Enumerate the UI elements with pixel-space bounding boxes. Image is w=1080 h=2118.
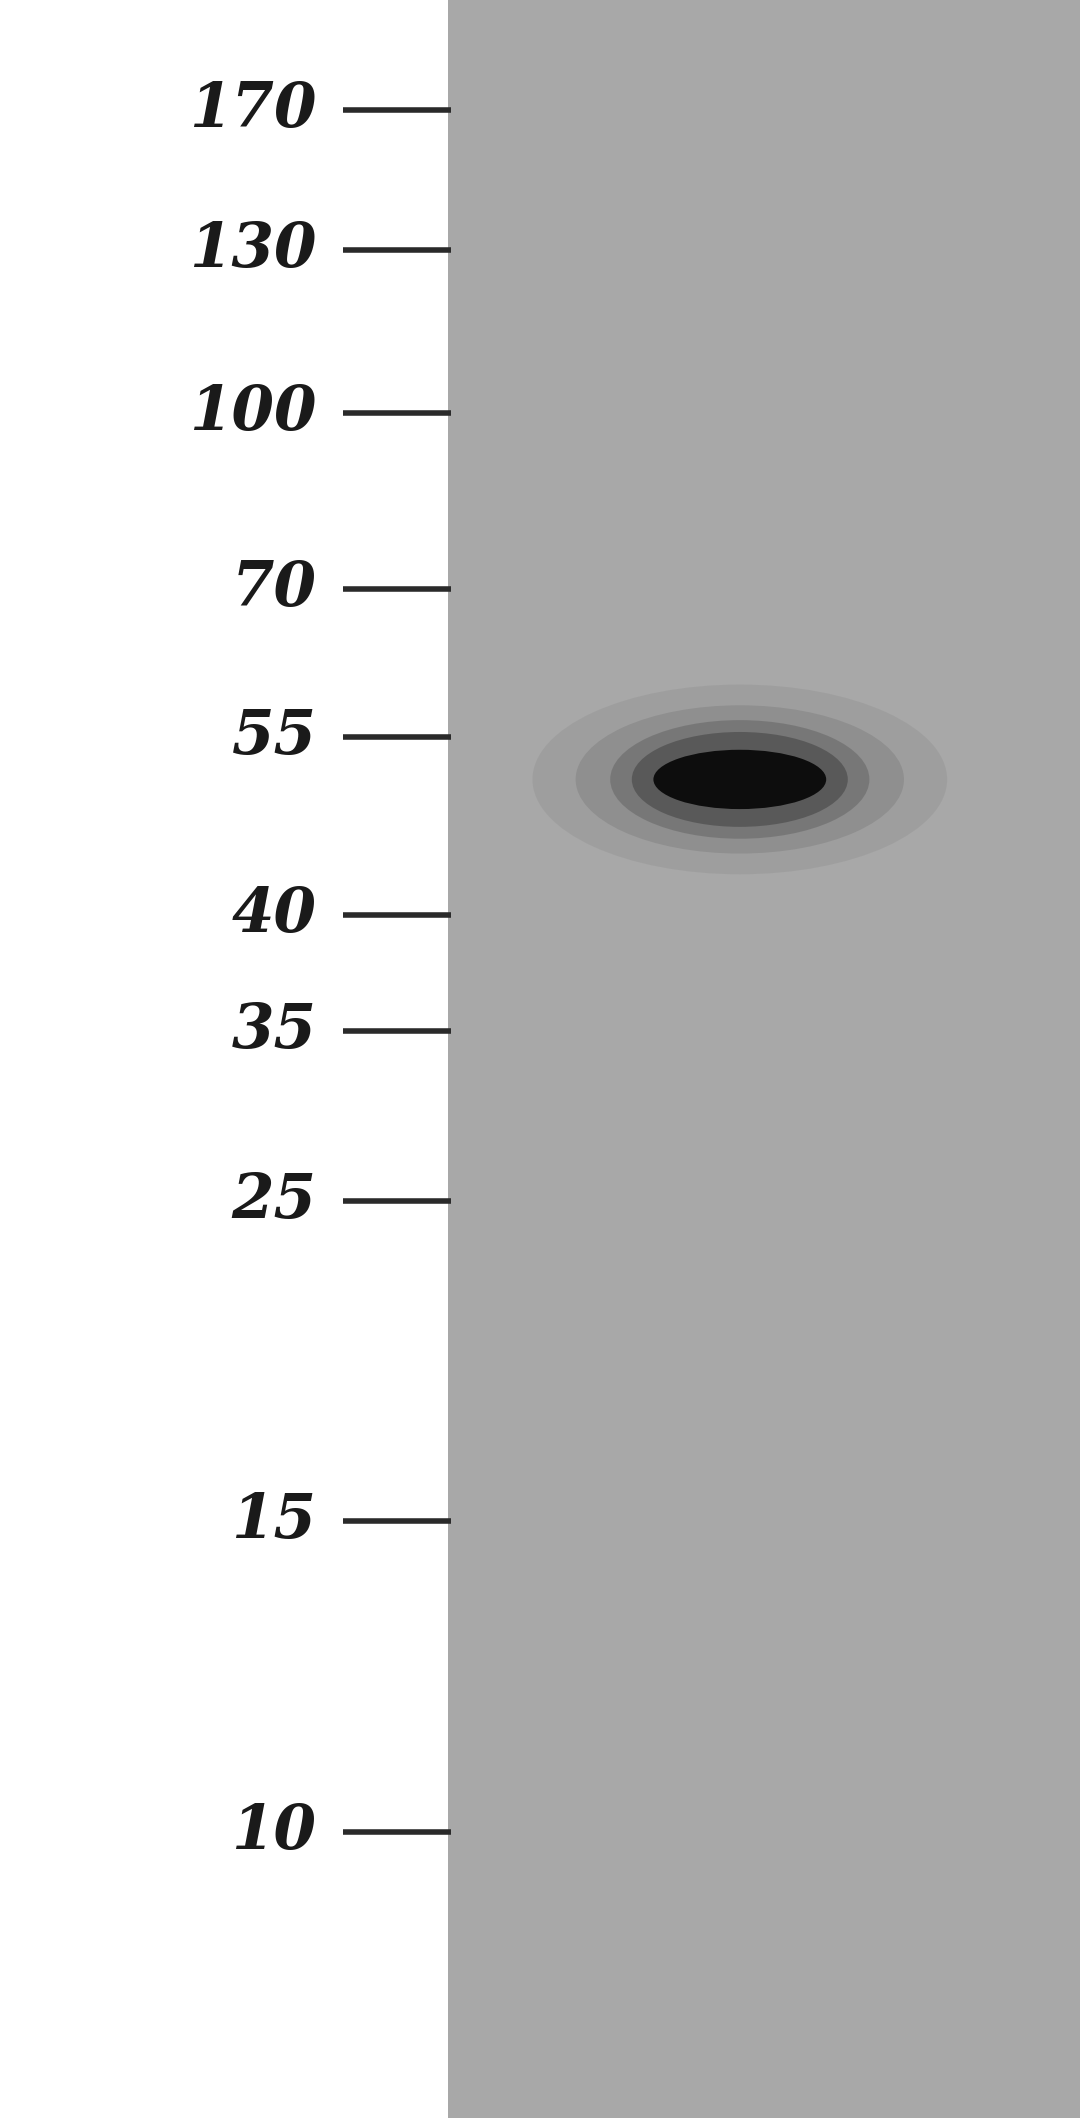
Text: 35: 35	[231, 1002, 316, 1061]
Ellipse shape	[632, 733, 848, 826]
Text: 170: 170	[189, 80, 316, 140]
Text: 10: 10	[231, 1802, 316, 1862]
Ellipse shape	[576, 705, 904, 854]
Text: 55: 55	[231, 707, 316, 767]
Text: 15: 15	[231, 1491, 316, 1550]
Ellipse shape	[532, 684, 947, 875]
Bar	[448, 0, 1080, 2118]
Text: 130: 130	[189, 220, 316, 280]
Text: 40: 40	[231, 885, 316, 945]
Text: 100: 100	[189, 383, 316, 443]
Ellipse shape	[610, 720, 869, 839]
Text: 25: 25	[231, 1171, 316, 1231]
Text: 70: 70	[231, 559, 316, 618]
Ellipse shape	[653, 750, 826, 809]
